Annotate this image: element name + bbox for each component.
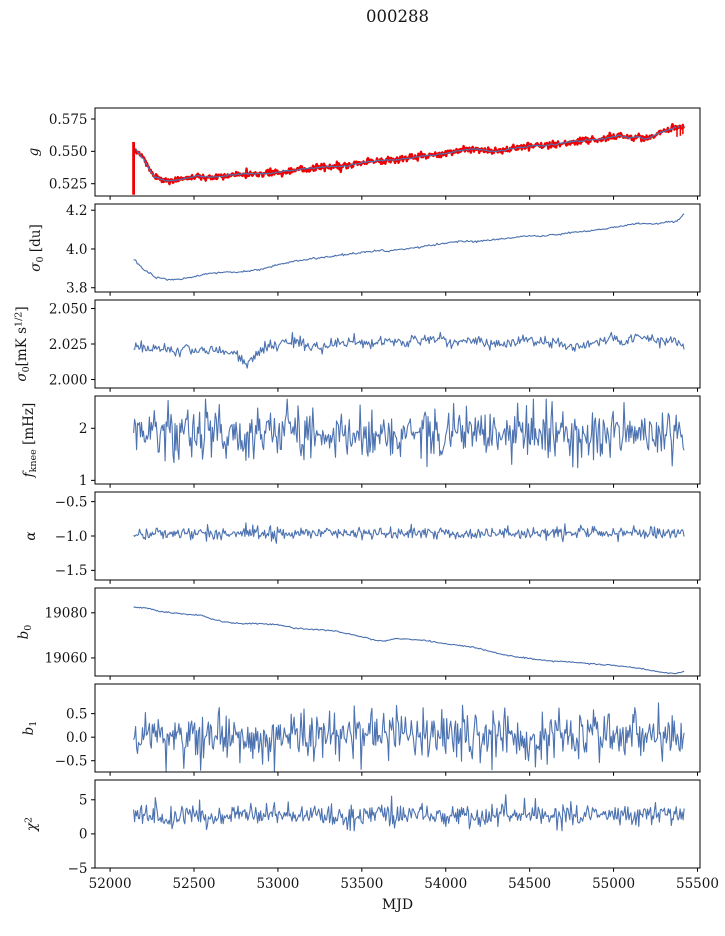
y-tick-label: 0.5 <box>66 706 87 722</box>
axes-box <box>94 107 701 197</box>
axes-box <box>94 587 701 677</box>
axes-box <box>94 683 701 773</box>
y-tick-label: 0.525 <box>49 177 88 193</box>
x-tick-label: 54000 <box>424 876 467 892</box>
axes-box <box>94 299 701 389</box>
y-tick-label: 1 <box>79 473 88 489</box>
panel-fknee: 1 2 fknee [mHz] <box>21 395 701 489</box>
y-tick-label: 5 <box>79 793 88 809</box>
series-alpha-line <box>133 522 685 544</box>
x-tick-label: 53500 <box>340 876 383 892</box>
x-tick-label: 54500 <box>508 876 551 892</box>
panel-alpha: −1.5 −1.0 −0.5 α <box>23 491 701 584</box>
x-axis-label: MJD <box>381 897 414 913</box>
series-fknee-line <box>133 398 685 469</box>
axes-box <box>94 395 701 485</box>
panel-b1: −0.5 0.0 0.5 b1 <box>21 683 701 776</box>
panel-g: 0.525 0.550 0.575 g <box>26 107 701 200</box>
y-axis-label-alpha: α <box>23 531 39 540</box>
y-tick-label: 4.2 <box>66 203 87 219</box>
y-axis-label-chi2: χ2 <box>23 817 40 832</box>
y-tick-label: 0.0 <box>66 730 87 746</box>
x-tick-label: 52500 <box>173 876 216 892</box>
panel-sigma0-mks: 2.000 2.025 2.050 σ0[mK s1/2] <box>13 299 701 392</box>
y-axis-label-b0: b0 <box>16 625 34 640</box>
axes-box <box>94 779 701 869</box>
y-axis-label-sigma0-mks: σ0[mK s1/2] <box>13 306 32 381</box>
x-tick-label: 55500 <box>676 876 719 892</box>
series-b1-line <box>133 702 685 772</box>
x-tick-label: 53000 <box>256 876 299 892</box>
series-chi2-line <box>133 794 685 832</box>
panel-chi2: −5 0 5 52000 52500 53000 53500 54000 54500 55000 5… <box>23 779 719 892</box>
x-tick-label: 55000 <box>592 876 635 892</box>
y-tick-label: −1.5 <box>55 563 88 579</box>
axes-box <box>94 203 701 293</box>
x-tick-label: 52000 <box>89 876 132 892</box>
panel-b0: 19060 19080 b0 <box>16 587 701 680</box>
y-tick-label: 2.000 <box>49 372 88 388</box>
y-tick-label: 4.0 <box>66 242 87 258</box>
y-tick-label: 19080 <box>45 606 88 622</box>
y-tick-label: 2.025 <box>49 337 88 353</box>
series-g-smooth <box>134 126 685 182</box>
y-tick-label: 19060 <box>45 651 88 667</box>
series-g-raw <box>134 123 686 186</box>
y-tick-label: −5 <box>68 861 88 877</box>
y-tick-label: −0.5 <box>55 754 88 770</box>
y-tick-label: −1.0 <box>55 529 88 545</box>
y-axis-label-g: g <box>26 147 42 156</box>
y-axis-label-fknee: fknee [mHz] <box>21 403 39 479</box>
y-tick-label: 0 <box>79 827 88 843</box>
y-tick-label: 2.050 <box>49 301 88 317</box>
chart-title: 000288 <box>366 7 429 26</box>
y-axis-label-sigma0-du: σ0 [du] <box>28 224 46 271</box>
series-b0-line <box>133 606 685 675</box>
y-tick-label: 3.8 <box>66 281 87 297</box>
y-axis-label-b1: b1 <box>21 721 39 736</box>
y-tick-label: 0.550 <box>49 144 88 160</box>
y-tick-label: 2 <box>79 421 88 437</box>
y-tick-label: 0.575 <box>49 112 88 128</box>
panel-sigma0-du: 3.8 4.0 4.2 σ0 [du] <box>28 203 701 297</box>
series-sigma0-mks-line <box>133 331 685 369</box>
series-sigma0-du-line <box>133 213 685 281</box>
y-tick-label: −0.5 <box>55 494 88 510</box>
